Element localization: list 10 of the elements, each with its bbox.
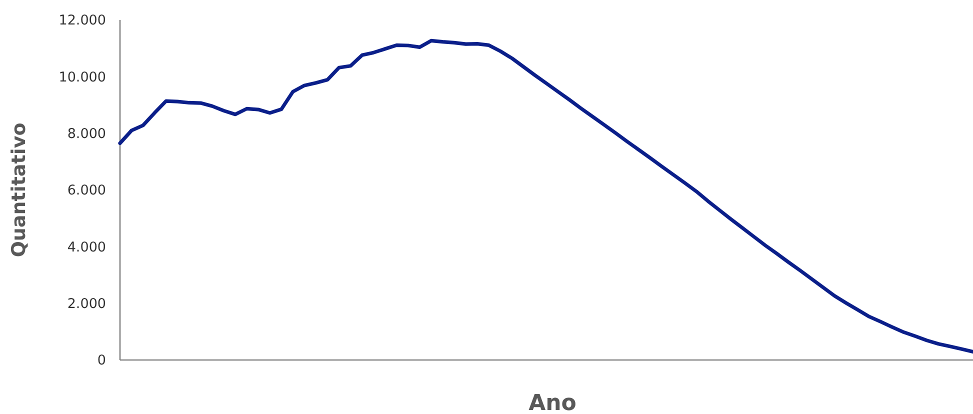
y-tick-label: 8.000 [67,126,106,142]
y-tick-label: 6.000 [67,182,106,199]
y-tick-label: 12.000 [58,12,106,29]
y-tick-label: 0 [97,352,106,369]
line-series [118,38,973,354]
y-tick-label: 4.000 [67,239,106,256]
x-axis-title: Ano [528,391,576,414]
y-tick-label: 10.000 [58,69,106,86]
y-axis-title: Quantitativo [8,122,30,258]
y-tick-label: 2.000 [67,296,106,312]
